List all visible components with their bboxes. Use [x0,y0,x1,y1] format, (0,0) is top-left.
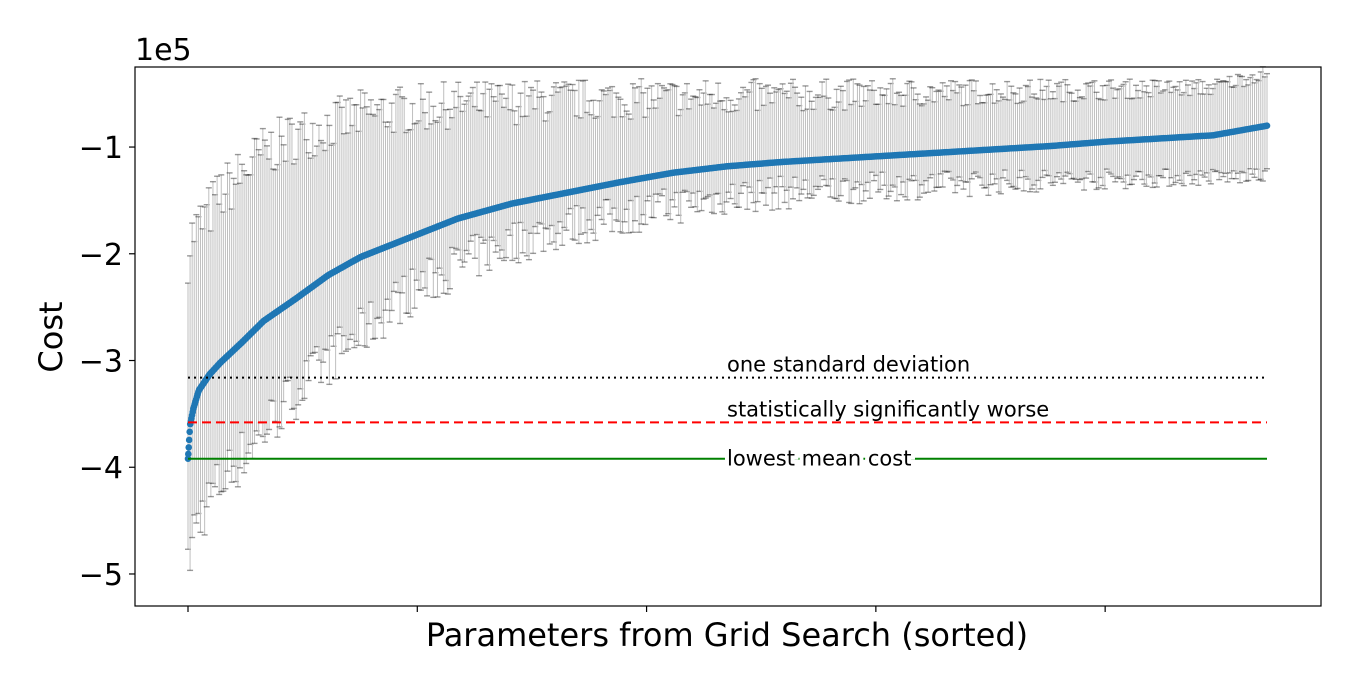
x-axis-label: Parameters from Grid Search (sorted) [426,616,1028,654]
hline-label-0: one standard deviation [727,353,970,377]
hline-label-2: lowest mean cost [727,447,911,471]
mean-point [1263,122,1271,130]
plot-area-frame [134,66,1322,607]
mean-point [185,444,193,451]
y-tick-label: −4 [79,451,123,486]
mean-point [186,428,193,436]
y-multiplier-label: 1e5 [135,33,192,68]
y-tick-label: −2 [79,238,123,273]
y-tick-label: −1 [79,131,123,166]
y-axis-label: Cost [32,301,70,372]
y-tick-label: −3 [79,345,123,380]
mean-point [185,436,193,444]
mean-point [185,450,192,458]
hline-label-1: statistically significantly worse [727,397,1049,421]
y-tick-label: −5 [79,558,123,593]
